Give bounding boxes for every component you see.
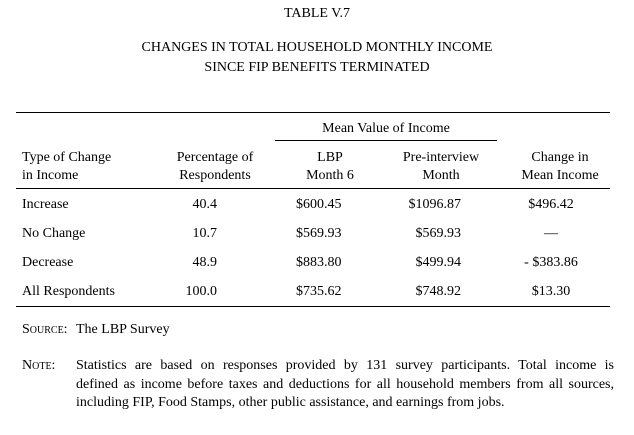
subtitle: CHANGES IN TOTAL HOUSEHOLD MONTHLY INCOM… — [141, 40, 493, 55]
column-header: Percentage of — [176, 150, 254, 165]
table-cell: 48.9 — [192, 255, 218, 270]
column-header: Mean Income — [521, 168, 599, 183]
table-cell: $496.42 — [528, 197, 574, 212]
title: TABLE V.7 — [283, 6, 351, 21]
table-cell: $735.62 — [296, 284, 342, 299]
table-cell: $1096.87 — [408, 197, 462, 212]
column-header: Respondents — [179, 168, 251, 183]
note-line: including FIP, Food Stamps, other public… — [76, 395, 505, 410]
rule — [275, 140, 497, 141]
table-cell: - $383.86 — [524, 255, 578, 270]
note-line: defined as income before taxes and deduc… — [76, 376, 614, 392]
table-cell: $748.92 — [415, 284, 462, 299]
source-label: Source: — [22, 322, 68, 337]
note-label: Note: — [22, 358, 56, 373]
row-label: No Change — [22, 226, 86, 241]
column-header: in Income — [22, 168, 79, 183]
column-header: Pre-interview — [402, 150, 480, 165]
table-cell: $883.80 — [296, 255, 342, 270]
table-cell: $499.94 — [415, 255, 462, 270]
rule — [16, 112, 610, 113]
row-label: All Respondents — [22, 284, 115, 299]
row-label: Increase — [22, 197, 69, 212]
table-cell: $13.30 — [531, 284, 571, 299]
row-label: Decrease — [22, 255, 74, 270]
subtitle: SINCE FIP BENEFITS TERMINATED — [204, 60, 430, 75]
column-header: Change in — [531, 150, 589, 165]
rule — [16, 306, 610, 307]
group-header: Mean Value of Income — [322, 121, 450, 136]
table-cell: 40.4 — [192, 197, 218, 212]
table-cell: $569.93 — [415, 226, 462, 241]
rule — [16, 188, 610, 189]
table-cell: $569.93 — [296, 226, 342, 241]
column-header: Type of Change — [22, 150, 112, 165]
column-header: Month — [422, 168, 460, 183]
table-cell: $600.45 — [296, 197, 342, 212]
column-header: Month 6 — [306, 168, 354, 183]
table-cell: — — [544, 226, 558, 241]
table-cell: 10.7 — [192, 226, 218, 241]
column-header: LBP — [317, 150, 343, 165]
table-cell: 100.0 — [185, 284, 218, 299]
source-text: The LBP Survey — [76, 322, 170, 337]
note-line: Statistics are based on responses provid… — [76, 358, 614, 373]
